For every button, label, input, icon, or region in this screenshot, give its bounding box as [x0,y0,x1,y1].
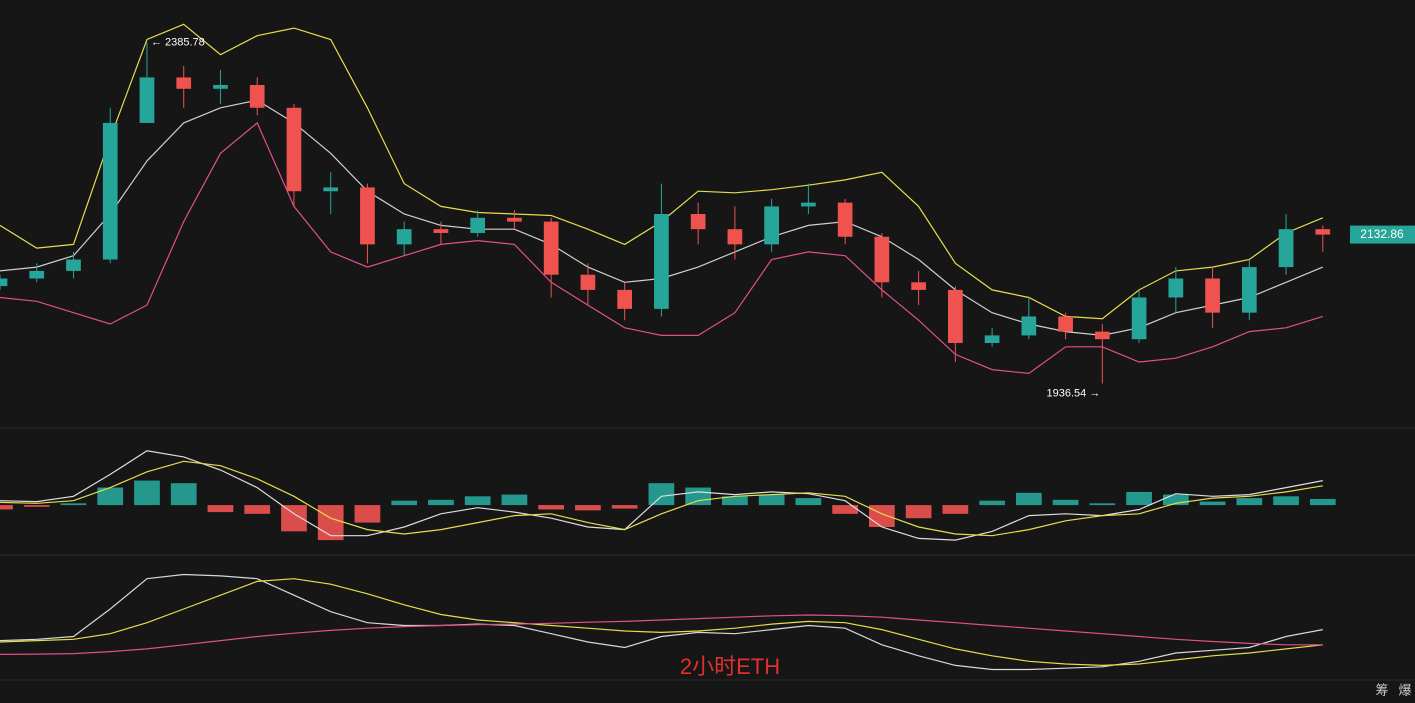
high-label: ← 2385.78 [151,37,205,49]
candle-body [360,187,375,245]
candle-body [727,229,743,245]
histogram-bar [832,505,858,514]
histogram-bar [1236,498,1263,506]
histogram-bar [134,480,160,506]
labels: ← 2385.78 1936.54 → 2132.86 [151,37,1415,399]
candle-body [580,274,596,290]
candle-body [1168,278,1184,298]
candle-body [617,289,633,309]
candle-body [1021,316,1037,336]
watermark: 2小时ETH [680,654,780,679]
candle-body [874,236,890,283]
candle-body [1278,229,1294,268]
candle-body [1094,331,1110,340]
histogram-bar [648,483,675,506]
histogram-bar [905,505,932,519]
candle-body [66,259,81,271]
histogram-bar [0,505,13,510]
histogram-bar [97,487,124,506]
candle-body [286,107,302,192]
indicator-line [0,614,1323,655]
histogram-bar [1052,499,1079,506]
histogram-bar [281,505,307,532]
candle-body [396,229,412,245]
histogram-bar [501,494,528,506]
candle-body [139,77,155,123]
histogram-bar [722,496,748,506]
histogram-bar [1162,494,1189,506]
histogram-bar [23,505,50,507]
histogram-bar [575,505,601,511]
candle-body [801,202,816,207]
histogram-bar [244,505,271,514]
candle-body [29,270,45,279]
histogram-bar [317,505,344,541]
histogram-bar [1126,491,1152,506]
histogram-bar [464,496,491,506]
candle-body [433,229,449,233]
candle-body [984,335,1000,344]
histogram-bar [170,483,197,506]
candle-body [1315,229,1331,235]
histogram-bar [979,500,1005,506]
indicator-line [0,573,1323,671]
histogram-bar [942,505,969,514]
indicator-line [0,578,1323,667]
histogram-bar [1199,501,1226,506]
histogram-bar [207,505,234,513]
indicator-line [0,460,1323,537]
histogram-bar [538,505,565,510]
candle-body [764,206,779,245]
candle-body [102,122,118,260]
last-price-label: 2132.86 [1360,227,1404,241]
histogram-bar [795,498,822,506]
candle-body [1241,267,1257,313]
candle-body [543,221,559,275]
histogram-bar [869,505,895,527]
candle-body [249,84,265,108]
candle-body [213,84,228,89]
candle-body [911,282,926,290]
histogram-bar [60,503,87,506]
candle-body [837,202,853,237]
candle-body [654,214,669,309]
candle-body [323,187,339,192]
histogram-bar [391,500,418,506]
corner-icon[interactable]: 爆 [1398,682,1411,697]
candle-body [1131,297,1147,340]
histogram-bar [1309,498,1336,506]
histogram-bar [758,494,785,506]
candle-body [1058,316,1073,332]
candle-body [1205,278,1220,313]
histogram-bar [428,499,454,506]
histogram-bar [1089,503,1116,506]
histogram-bar [685,487,712,506]
candle-body [948,289,963,344]
candle-body [0,278,8,287]
marks [0,23,1336,671]
candle-body [690,214,706,230]
low-label: 1936.54 → [1047,387,1101,399]
candle-body [470,217,486,233]
histogram-bar [354,505,381,523]
histogram-bar [1273,496,1299,506]
histogram-bar [611,505,638,509]
candle-body [176,77,192,89]
corner-icon[interactable]: 筹 [1375,682,1388,697]
candle-body [507,217,522,222]
histogram-bar [1015,492,1042,506]
last-price-badge [1350,225,1415,244]
